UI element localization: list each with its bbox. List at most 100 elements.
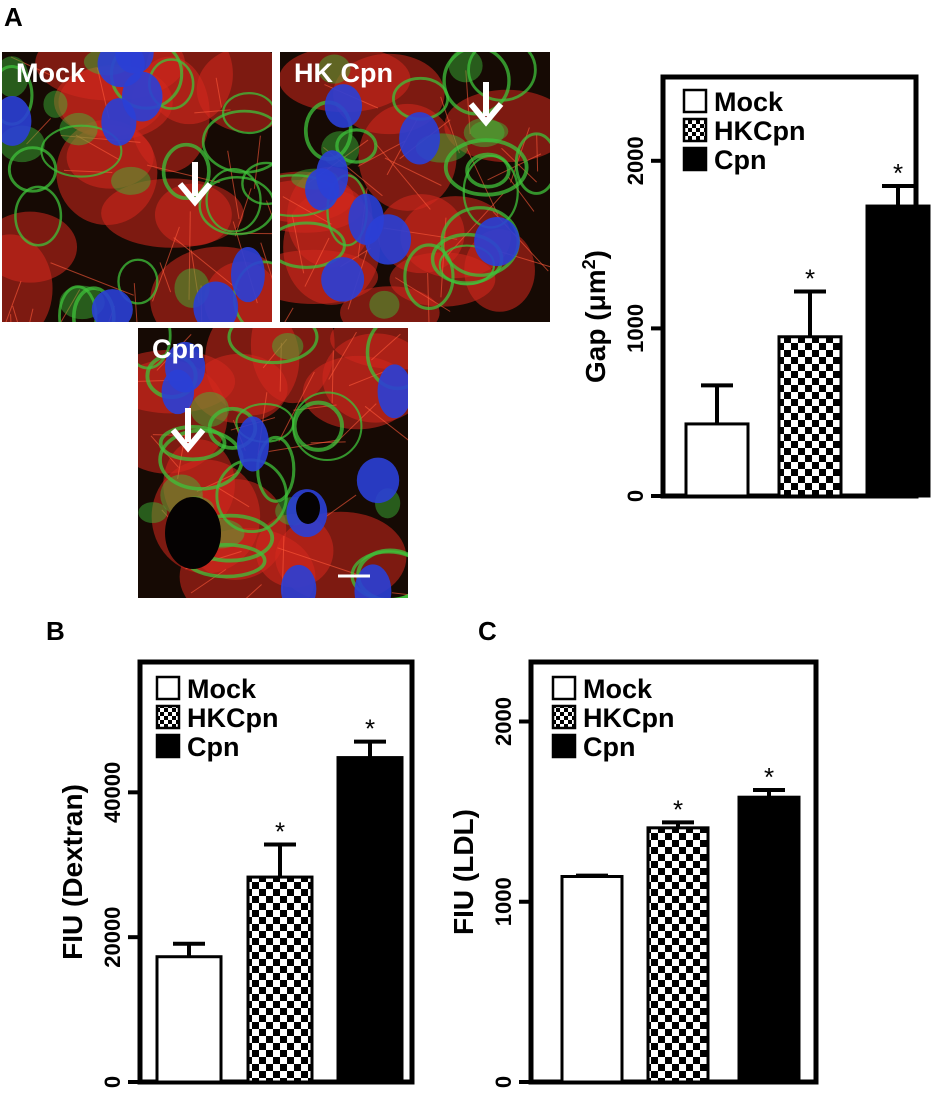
cell-body	[145, 52, 233, 125]
actin-fiber	[371, 333, 401, 361]
legend-swatch	[682, 88, 708, 114]
junction-stain	[443, 138, 529, 197]
legend-item-hkcpn: HKCpn	[155, 703, 278, 733]
junction-stain	[117, 258, 159, 305]
significance-marker: *	[275, 816, 285, 846]
y-tick-label: 2000	[623, 136, 648, 185]
actin-fiber	[440, 96, 460, 154]
actin-fiber	[29, 308, 34, 322]
scale-bar	[338, 574, 370, 578]
actin-fiber	[325, 494, 357, 517]
intercellular-gap	[296, 492, 320, 524]
nucleus	[91, 289, 133, 322]
panel-letter-a: A	[4, 2, 23, 32]
actin-fiber	[391, 592, 408, 596]
significance-marker: *	[893, 158, 903, 188]
error-bar	[173, 941, 205, 957]
legend-swatch	[682, 146, 708, 172]
cytoplasm-stain	[369, 290, 400, 319]
legend-label: HKCpn	[187, 703, 278, 733]
actin-fiber	[133, 283, 138, 322]
legend-swatch	[551, 675, 577, 701]
nucleus	[399, 112, 441, 165]
cell-body	[191, 353, 288, 424]
junction-stain	[222, 91, 272, 135]
nucleus	[364, 214, 412, 265]
actin-fiber	[487, 153, 542, 181]
down-arrow	[170, 408, 206, 453]
actin-fiber	[194, 109, 231, 114]
junction-stain	[292, 400, 344, 452]
legend-swatch	[551, 733, 577, 759]
significance-marker: *	[673, 794, 683, 824]
legend-item-cpn: Cpn	[155, 732, 239, 762]
junction-stain	[335, 128, 378, 164]
significance-marker: *	[365, 714, 375, 744]
junction-stain	[205, 167, 262, 233]
junction-stain	[227, 328, 319, 365]
y-tick-label: 0	[100, 1076, 125, 1088]
significance-marker: *	[805, 264, 815, 294]
junction-stain	[161, 142, 211, 200]
error-bar	[264, 842, 296, 878]
actin-fiber	[188, 211, 191, 300]
actin-fiber	[159, 262, 172, 293]
legend-item-mock: Mock	[551, 674, 653, 704]
actin-fiber	[357, 140, 406, 167]
legend-item-mock: Mock	[682, 87, 784, 117]
micrograph-label: Mock	[16, 58, 86, 88]
bar-mock	[155, 955, 223, 1084]
junction-stain	[40, 124, 123, 178]
cytoplasm-stain	[463, 118, 505, 148]
nucleus	[97, 52, 145, 88]
legend-label: HKCpn	[714, 116, 805, 146]
nucleus	[377, 364, 408, 419]
legend-swatch	[682, 117, 708, 143]
down-arrow	[468, 82, 504, 127]
junction-stain	[465, 152, 511, 189]
error-bar	[354, 739, 386, 758]
actin-fiber	[227, 150, 240, 220]
legend-label: Cpn	[714, 145, 766, 175]
actin-fiber	[364, 405, 408, 441]
nucleus	[230, 246, 265, 303]
cytoplasm-stain	[59, 112, 98, 146]
intercellular-gap	[165, 497, 221, 569]
y-axis-label: FIU (Dextran)	[57, 784, 88, 960]
error-bar	[882, 183, 914, 207]
micrograph-image	[280, 52, 550, 322]
actin-fiber	[190, 568, 227, 594]
significance-marker: *	[764, 762, 774, 792]
micrograph-label: Cpn	[152, 334, 205, 364]
actin-fiber	[375, 142, 431, 210]
y-tick-label: 40000	[100, 762, 125, 823]
bar-hkcpn	[777, 335, 843, 498]
cytoplasm-stain	[138, 502, 168, 524]
y-tick-label: 1000	[623, 304, 648, 353]
legend-item-mock: Mock	[155, 674, 257, 704]
junction-stain	[158, 424, 227, 462]
nucleus	[321, 257, 365, 302]
actin-fiber	[218, 487, 250, 508]
panel-letter-b: B	[46, 616, 65, 646]
actin-fiber	[282, 196, 332, 225]
actin-fiber	[60, 289, 81, 322]
micrograph-cpn: Cpn	[138, 328, 408, 598]
junction-stain	[7, 146, 58, 193]
junction-stain	[241, 161, 272, 206]
legend-swatch	[155, 704, 181, 730]
micrograph-label: HK Cpn	[294, 58, 393, 88]
bar-hkcpn	[646, 826, 710, 1084]
y-tick-label: 1000	[491, 877, 516, 926]
bar-mock	[684, 422, 750, 498]
micrograph-mock: Mock	[2, 52, 272, 322]
actin-fiber	[331, 350, 334, 404]
nucleus	[236, 416, 270, 472]
y-tick-label: 20000	[100, 907, 125, 968]
micrograph-image	[138, 328, 408, 598]
junction-stain	[403, 243, 455, 311]
nucleus	[164, 341, 206, 393]
cytoplasm-stain	[470, 120, 509, 143]
